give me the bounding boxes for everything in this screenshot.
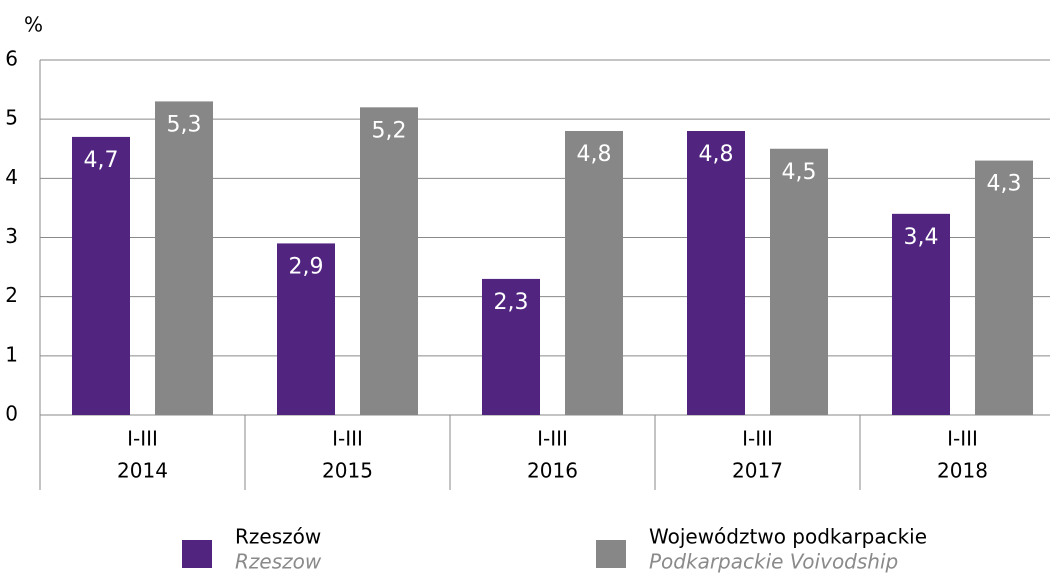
x-tick-label: I-III [127, 427, 158, 451]
x-tick-label: 2018 [937, 459, 988, 483]
bar [770, 148, 828, 415]
y-tick-label: 6 [5, 47, 18, 71]
value-label: 2,3 [494, 290, 529, 315]
value-label: 4,5 [782, 160, 817, 185]
x-tick-label: 2017 [732, 459, 783, 483]
y-axis-label: % [24, 13, 43, 37]
bar [892, 213, 950, 415]
x-tick-label: 2015 [322, 459, 373, 483]
bar [277, 243, 335, 415]
x-tick-label: I-III [947, 427, 978, 451]
legend-swatch [596, 540, 626, 568]
y-tick-label: 1 [5, 342, 18, 366]
y-tick-label: 5 [5, 106, 18, 130]
bar [155, 101, 213, 416]
bar [72, 136, 130, 415]
y-tick-label: 2 [5, 283, 18, 307]
x-tick-label: I-III [537, 427, 568, 451]
legend-label: Rzeszów [235, 525, 321, 549]
value-label: 4,3 [987, 172, 1022, 197]
y-tick-label: 4 [5, 165, 18, 189]
value-label: 4,7 [84, 148, 119, 173]
legend-label-en: Podkarpackie Voivodship [649, 550, 898, 574]
bar [482, 278, 540, 415]
value-label: 5,3 [167, 112, 202, 137]
bar [565, 131, 623, 415]
x-tick-label: 2016 [527, 459, 578, 483]
y-tick-label: 0 [5, 402, 18, 426]
bar [975, 160, 1033, 415]
x-tick-label: I-III [332, 427, 363, 451]
y-tick-label: 3 [5, 224, 18, 248]
value-label: 4,8 [699, 142, 734, 167]
legend-swatch [182, 540, 212, 568]
bar [360, 107, 418, 415]
value-label: 2,9 [289, 254, 324, 279]
legend-label-en: Rzeszow [235, 550, 322, 574]
bar [687, 131, 745, 415]
x-tick-label: 2014 [117, 459, 168, 483]
value-label: 5,2 [372, 118, 407, 143]
value-label: 4,8 [577, 142, 612, 167]
value-label: 3,4 [904, 225, 939, 250]
legend-label: Województwo podkarpackie [649, 525, 927, 549]
x-tick-label: I-III [742, 427, 773, 451]
